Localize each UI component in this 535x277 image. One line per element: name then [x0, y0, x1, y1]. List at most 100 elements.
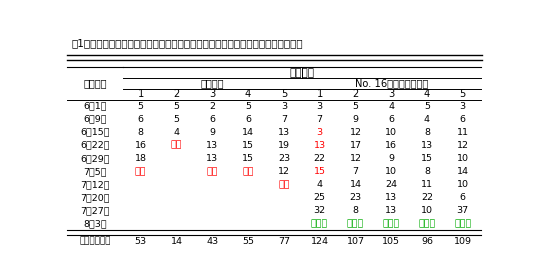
Text: 19: 19 [278, 141, 290, 150]
Text: 3: 3 [281, 102, 287, 111]
Text: 32: 32 [314, 206, 326, 215]
Text: 4: 4 [388, 102, 394, 111]
Text: 13: 13 [278, 128, 290, 137]
Text: 16: 16 [135, 141, 147, 150]
Text: 7: 7 [353, 167, 358, 176]
Text: 107: 107 [347, 237, 364, 246]
Text: 6月9日: 6月9日 [83, 115, 106, 124]
Text: 53: 53 [135, 237, 147, 246]
Text: 5: 5 [353, 102, 358, 111]
Text: 無発病: 無発病 [383, 219, 400, 228]
Text: 43: 43 [206, 237, 218, 246]
Text: 5: 5 [173, 102, 180, 111]
Text: 表1　摘果時にウイルス汚染ハサミを使用した際のワクチン接種ピーマン防除効果: 表1 摘果時にウイルス汚染ハサミを使用した際のワクチン接種ピーマン防除効果 [71, 39, 303, 48]
Text: 12: 12 [349, 154, 362, 163]
Text: 6月1日: 6月1日 [83, 102, 106, 111]
Text: 8: 8 [424, 167, 430, 176]
Text: 4: 4 [317, 180, 323, 189]
Text: 55: 55 [242, 237, 254, 246]
Text: 10: 10 [421, 206, 433, 215]
Text: 4: 4 [424, 89, 430, 99]
Text: 13: 13 [206, 154, 218, 163]
Text: 15: 15 [421, 154, 433, 163]
Text: 7月20日: 7月20日 [80, 193, 110, 202]
Text: 6: 6 [137, 115, 144, 124]
Text: 1: 1 [137, 89, 144, 99]
Text: 8: 8 [353, 206, 358, 215]
Text: 124: 124 [311, 237, 328, 246]
Text: 12: 12 [278, 167, 290, 176]
Text: 8: 8 [137, 128, 144, 137]
Text: 5: 5 [460, 89, 466, 99]
Text: 23: 23 [278, 154, 290, 163]
Text: 1: 1 [317, 89, 323, 99]
Text: 17: 17 [349, 141, 362, 150]
Text: 6: 6 [460, 193, 466, 202]
Text: 10: 10 [457, 154, 469, 163]
Text: 8月3日: 8月3日 [83, 219, 106, 228]
Text: 105: 105 [382, 237, 400, 246]
Text: 7月27日: 7月27日 [80, 206, 110, 215]
Text: 13: 13 [206, 141, 218, 150]
Text: 18: 18 [135, 154, 147, 163]
Text: 3: 3 [460, 102, 466, 111]
Text: 4: 4 [173, 128, 180, 137]
Text: 109: 109 [454, 237, 472, 246]
Text: 12: 12 [349, 128, 362, 137]
Text: 9: 9 [353, 115, 358, 124]
Text: 6月15日: 6月15日 [80, 128, 110, 137]
Text: 2: 2 [353, 89, 358, 99]
Text: 7月5日: 7月5日 [83, 167, 106, 176]
Text: 13: 13 [385, 206, 398, 215]
Text: 6: 6 [245, 115, 251, 124]
Text: 5: 5 [173, 115, 180, 124]
Text: 10: 10 [385, 167, 397, 176]
Text: 3: 3 [388, 89, 394, 99]
Text: 10: 10 [457, 180, 469, 189]
Text: 2: 2 [173, 89, 180, 99]
Text: 2: 2 [209, 102, 215, 111]
Text: 5: 5 [424, 102, 430, 111]
Text: 22: 22 [314, 154, 326, 163]
Text: 11: 11 [457, 128, 469, 137]
Text: 14: 14 [349, 180, 362, 189]
Text: 3: 3 [209, 89, 216, 99]
Text: 7: 7 [317, 115, 323, 124]
Text: 摘果月日: 摘果月日 [83, 79, 106, 89]
Text: 発病: 発病 [171, 141, 182, 150]
Text: 無発病: 無発病 [347, 219, 364, 228]
Text: 発病: 発病 [242, 167, 254, 176]
Text: 25: 25 [314, 193, 326, 202]
Text: 13: 13 [314, 141, 326, 150]
Text: 3: 3 [317, 128, 323, 137]
Text: No. 16ワクチン接種株: No. 16ワクチン接種株 [355, 79, 428, 89]
Text: 22: 22 [421, 193, 433, 202]
Text: 37: 37 [457, 206, 469, 215]
Text: 77: 77 [278, 237, 290, 246]
Text: 15: 15 [314, 167, 326, 176]
Text: 3: 3 [317, 102, 323, 111]
Text: 23: 23 [349, 193, 362, 202]
Text: 11: 11 [421, 180, 433, 189]
Text: 5: 5 [245, 102, 251, 111]
Text: 96: 96 [421, 237, 433, 246]
Text: 13: 13 [385, 193, 398, 202]
Text: 8: 8 [424, 128, 430, 137]
Text: 14: 14 [171, 237, 182, 246]
Text: 15: 15 [242, 154, 254, 163]
Text: 発病: 発病 [207, 167, 218, 176]
Text: 無発病: 無発病 [418, 219, 435, 228]
Text: 4: 4 [245, 89, 251, 99]
Text: 5: 5 [281, 89, 287, 99]
Text: 無発病: 無発病 [454, 219, 471, 228]
Text: 5: 5 [137, 102, 144, 111]
Text: 12: 12 [457, 141, 469, 150]
Text: 4: 4 [424, 115, 430, 124]
Text: 9: 9 [388, 154, 394, 163]
Text: 7: 7 [281, 115, 287, 124]
Text: 10: 10 [385, 128, 397, 137]
Text: 6月22日: 6月22日 [80, 141, 110, 150]
Text: 合計入鉢回数: 合計入鉢回数 [79, 237, 111, 246]
Text: 13: 13 [421, 141, 433, 150]
Text: 24: 24 [385, 180, 397, 189]
